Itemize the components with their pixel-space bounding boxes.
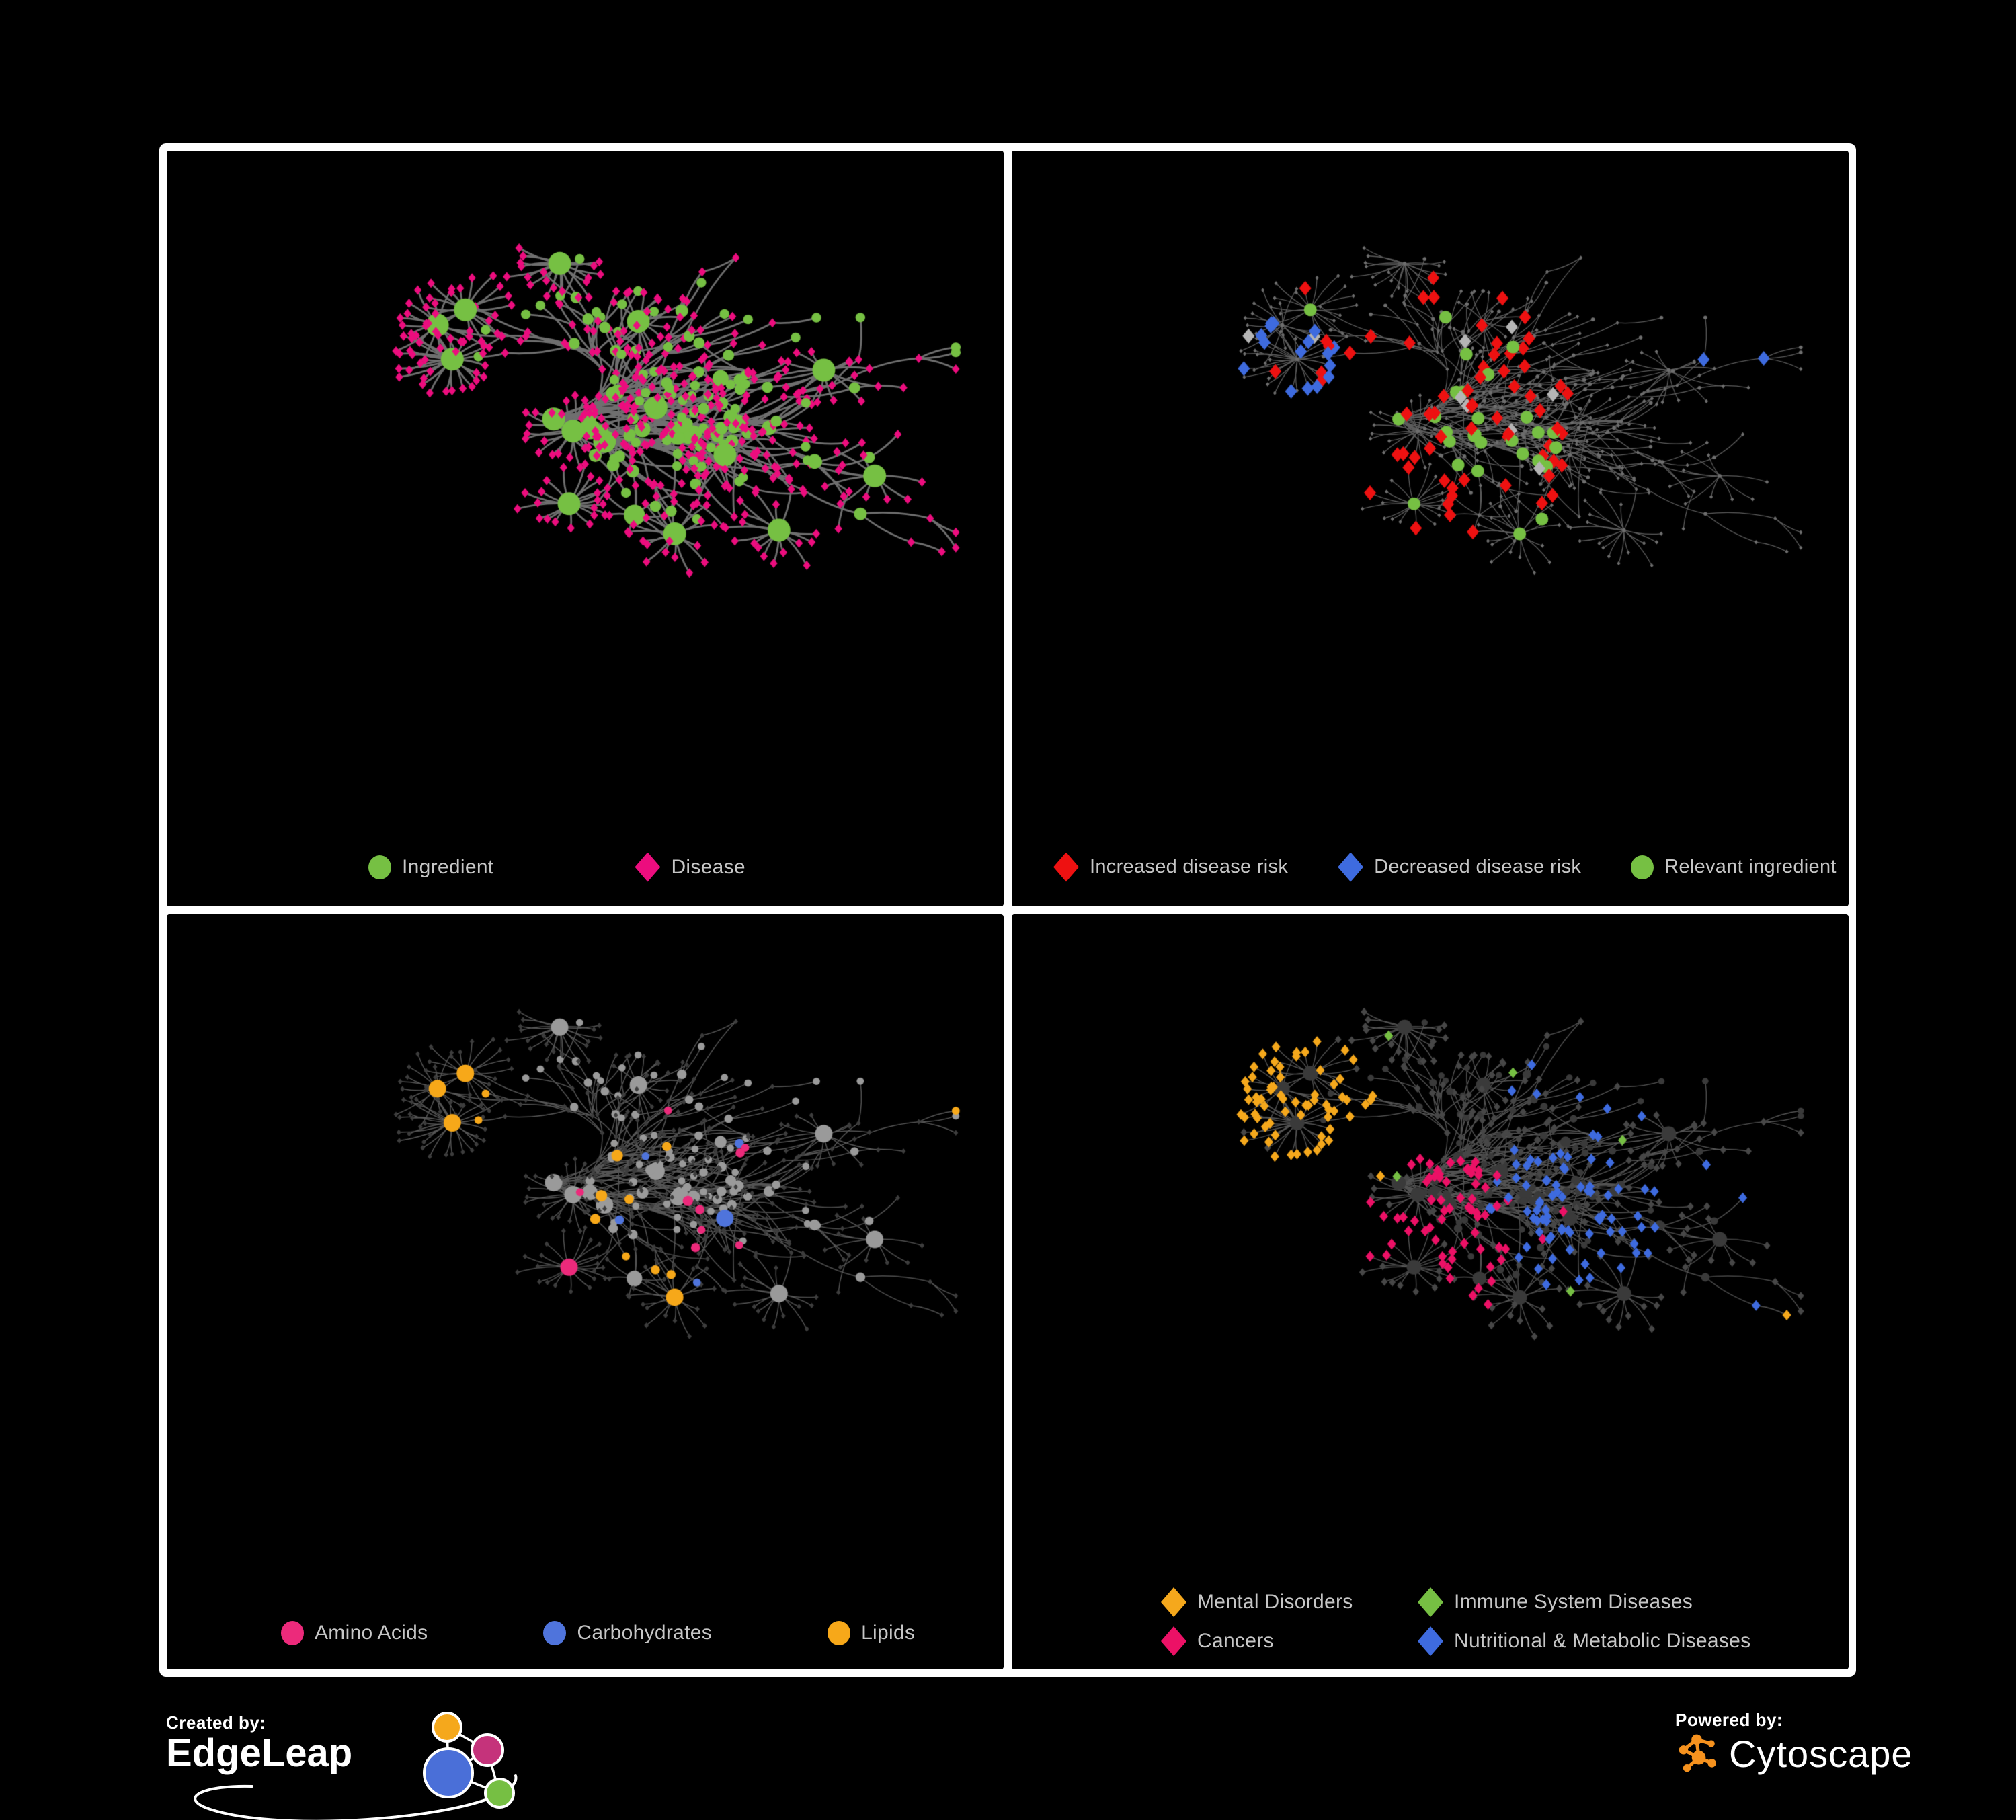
network-graph-ingredient-disease bbox=[167, 151, 1004, 906]
panel-grid: Ingredient Disease Increased disease ris… bbox=[159, 143, 1856, 1677]
legend-label-nutritional-metabolic: Nutritional & Metabolic Diseases bbox=[1454, 1630, 1751, 1652]
created-by-block: Created by: EdgeLeap bbox=[166, 1710, 569, 1820]
cytoscape-nodes bbox=[1679, 1734, 1716, 1772]
panel-ingredient-disease: Ingredient Disease bbox=[167, 151, 1004, 906]
cancers-diamond-marker bbox=[1161, 1626, 1186, 1656]
legend-item-mental-disorders: Mental Disorders bbox=[1161, 1587, 1418, 1617]
amino-acids-circle-marker bbox=[281, 1621, 304, 1645]
mental-disorders-diamond-marker bbox=[1161, 1587, 1186, 1617]
carbohydrates-circle-marker bbox=[543, 1621, 567, 1645]
edgeleap-node-green bbox=[484, 1778, 515, 1809]
ingredient-circle-marker bbox=[368, 855, 391, 879]
legend-label-immune-diseases: Immune System Diseases bbox=[1454, 1591, 1693, 1613]
legend-disease-classes: Mental Disorders Immune System Diseases … bbox=[1161, 1587, 1750, 1656]
legend-item-lipids: Lipids bbox=[828, 1621, 915, 1645]
network-graph-disease-risk bbox=[1012, 151, 1849, 906]
disease-diamond-marker bbox=[635, 852, 661, 882]
cytoscape-logo bbox=[1679, 1734, 1716, 1772]
powered-by-block: Powered by: bbox=[1675, 1710, 1984, 1811]
legend-label-lipids: Lipids bbox=[861, 1622, 916, 1644]
legend-item-carbohydrates: Carbohydrates bbox=[543, 1621, 712, 1645]
legend-item-relevant-ingredient: Relevant ingredient bbox=[1631, 855, 1837, 879]
legend-item-cancers: Cancers bbox=[1161, 1626, 1418, 1656]
legend-item-increased-risk: Increased disease risk bbox=[1053, 852, 1289, 882]
network-graph-disease-classes bbox=[1012, 914, 1849, 1669]
cytoscape-wordmark: Cytoscape bbox=[1729, 1733, 1913, 1776]
edgeleap-wordmark: EdgeLeap bbox=[166, 1731, 353, 1775]
panel-disease-risk: Increased disease risk Decreased disease… bbox=[1012, 151, 1849, 906]
decreased-risk-diamond-marker bbox=[1338, 852, 1364, 882]
created-by-label: Created by: bbox=[166, 1712, 266, 1733]
nutritional-metabolic-diamond-marker bbox=[1418, 1626, 1443, 1656]
powered-by-label: Powered by: bbox=[1675, 1710, 1783, 1730]
legend-ingredient-disease: Ingredient Disease bbox=[368, 852, 745, 882]
legend-item-decreased-risk: Decreased disease risk bbox=[1338, 852, 1582, 882]
legend-item-ingredient: Ingredient bbox=[368, 855, 493, 879]
legend-nutrient-classes: Amino Acids Carbohydrates Lipids bbox=[281, 1621, 915, 1645]
legend-label-amino-acids: Amino Acids bbox=[315, 1622, 428, 1644]
legend-label-carbohydrates: Carbohydrates bbox=[577, 1622, 713, 1644]
legend-item-disease: Disease bbox=[635, 852, 745, 882]
lipids-circle-marker bbox=[828, 1621, 851, 1645]
panel-disease-classes: Mental Disorders Immune System Diseases … bbox=[1012, 914, 1849, 1669]
legend-label-relevant-ingredient: Relevant ingredient bbox=[1664, 856, 1837, 877]
legend-item-amino-acids: Amino Acids bbox=[281, 1621, 428, 1645]
relevant-ingredient-circle-marker bbox=[1631, 855, 1654, 879]
legend-label-mental-disorders: Mental Disorders bbox=[1197, 1591, 1353, 1613]
legend-label-cancers: Cancers bbox=[1197, 1630, 1274, 1652]
legend-item-immune-diseases: Immune System Diseases bbox=[1418, 1587, 1750, 1617]
legend-disease-risk: Increased disease risk Decreased disease… bbox=[1053, 852, 1837, 882]
legend-label-increased-risk: Increased disease risk bbox=[1090, 856, 1289, 877]
legend-label-decreased-risk: Decreased disease risk bbox=[1374, 856, 1582, 877]
legend-item-nutritional-metabolic: Nutritional & Metabolic Diseases bbox=[1418, 1626, 1750, 1656]
legend-label-ingredient: Ingredient bbox=[402, 855, 494, 878]
panel-nutrient-classes: Amino Acids Carbohydrates Lipids bbox=[167, 914, 1004, 1669]
network-graph-nutrient-classes bbox=[167, 914, 1004, 1669]
edgeleap-swoosh bbox=[194, 1774, 518, 1820]
legend-label-disease: Disease bbox=[671, 855, 745, 878]
increased-risk-diamond-marker bbox=[1053, 852, 1079, 882]
immune-diseases-diamond-marker bbox=[1418, 1587, 1443, 1617]
